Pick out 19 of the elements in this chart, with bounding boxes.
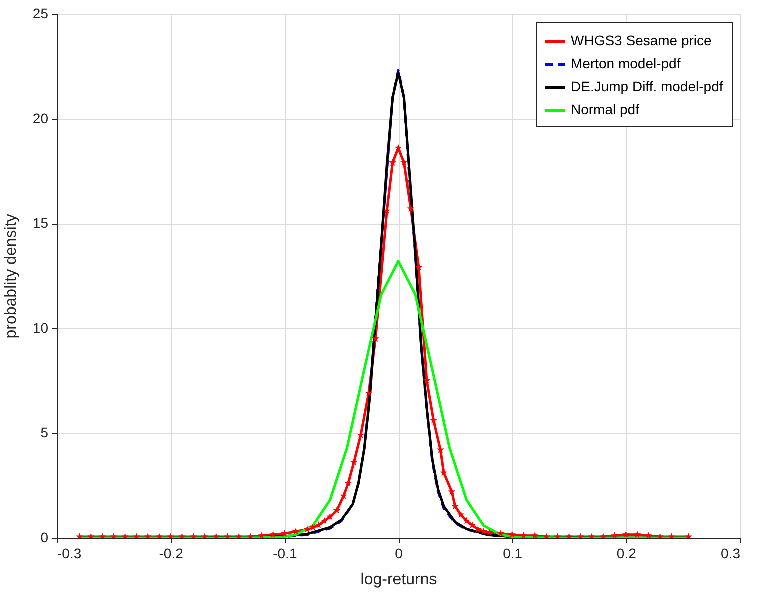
y-tick-label: 10 (32, 320, 49, 336)
y-axis-title: probablity density (2, 214, 20, 339)
y-tick-label: 0 (40, 530, 49, 546)
x-tick-label: 0.3 (721, 546, 741, 562)
legend-label: Normal pdf (571, 102, 640, 118)
legend-label: DE.Jump Diff. model-pdf (571, 78, 724, 94)
x-axis-title: log-returns (360, 572, 438, 588)
legend-label: WHGS3 Sesame price (571, 32, 712, 48)
y-tick-label: 25 (32, 6, 49, 22)
x-tick-label: -0.1 (273, 546, 298, 562)
y-tick-label: 20 (32, 110, 49, 126)
x-tick-label: -0.3 (58, 546, 82, 562)
x-tick-label: -0.2 (159, 546, 184, 562)
legend-label: Merton model-pdf (571, 56, 681, 72)
y-tick-label: 15 (32, 215, 49, 232)
x-tick-label: 0.2 (616, 546, 637, 562)
y-tick-label: 5 (40, 424, 49, 441)
x-tick-label: 0 (395, 546, 404, 562)
x-tick-label: 0.1 (503, 546, 523, 562)
